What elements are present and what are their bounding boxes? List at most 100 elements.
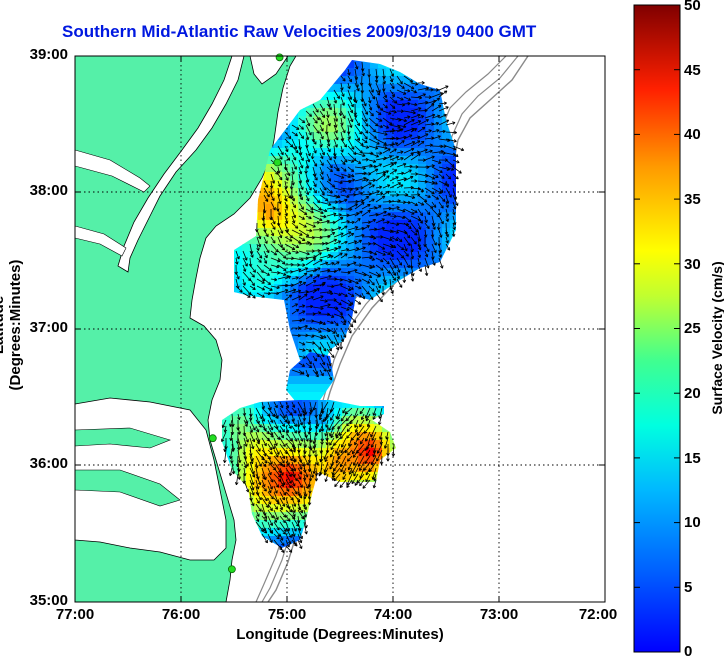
velocity-cell <box>410 188 419 197</box>
velocity-cell <box>306 124 315 133</box>
velocity-cell <box>346 68 355 77</box>
velocity-cell <box>418 172 427 181</box>
velocity-cell <box>314 108 323 117</box>
velocity-arrow <box>279 545 285 554</box>
velocity-arrow <box>255 437 260 445</box>
velocity-cell <box>298 220 307 229</box>
velocity-arrow <box>347 461 353 471</box>
velocity-cell <box>386 148 395 157</box>
velocity-arrow <box>347 75 352 83</box>
velocity-arrow <box>376 449 383 462</box>
velocity-arrow <box>410 89 418 94</box>
velocity-cell <box>378 116 387 125</box>
velocity-arrow <box>333 246 342 252</box>
velocity-cell <box>266 164 275 173</box>
velocity-arrow <box>375 210 387 217</box>
velocity-cell <box>346 316 355 325</box>
velocity-cell <box>282 276 291 285</box>
velocity-cell <box>326 400 335 409</box>
velocity-cell <box>354 204 363 213</box>
velocity-cell <box>266 204 275 213</box>
velocity-cell <box>346 268 355 277</box>
velocity-cell <box>394 140 403 149</box>
colorbar-tick-label: 15 <box>684 450 701 467</box>
velocity-arrow <box>305 280 317 287</box>
velocity-arrow <box>417 187 425 192</box>
velocity-arrow <box>291 443 296 453</box>
velocity-arrow <box>417 126 426 133</box>
velocity-cell <box>322 172 331 181</box>
velocity-arrow <box>249 437 255 450</box>
velocity-arrow <box>417 222 422 230</box>
velocity-cell <box>370 108 379 117</box>
colorbar-tick-label: 45 <box>684 62 701 79</box>
velocity-arrow <box>359 449 365 457</box>
velocity-cell <box>282 132 291 141</box>
velocity-arrow <box>298 145 303 156</box>
velocity-cell <box>246 480 255 489</box>
velocity-cell <box>386 164 395 173</box>
velocity-cell <box>386 92 395 101</box>
velocity-cell <box>418 212 427 221</box>
velocity-arrow <box>277 194 282 205</box>
velocity-cell <box>330 292 339 301</box>
velocity-cell <box>282 212 291 221</box>
velocity-cell <box>298 188 307 197</box>
velocity-cell <box>314 252 323 261</box>
velocity-arrow <box>326 145 331 153</box>
velocity-arrow <box>312 248 321 253</box>
velocity-arrow <box>436 222 441 231</box>
delaware-bay <box>249 56 289 85</box>
velocity-arrow <box>249 485 255 496</box>
velocity-arrow <box>273 443 280 455</box>
velocity-arrow <box>249 285 256 290</box>
velocity-arrow <box>382 236 393 242</box>
velocity-arrow <box>270 285 280 290</box>
velocity-arrow <box>410 140 421 147</box>
velocity-arrow <box>302 473 307 481</box>
velocity-arrow <box>403 169 412 175</box>
velocity-arrow <box>305 304 314 309</box>
velocity-arrow <box>333 180 343 185</box>
velocity-cell <box>434 188 443 197</box>
velocity-cell <box>274 148 283 157</box>
velocity-cell <box>362 228 371 237</box>
velocity-arrow <box>267 497 272 505</box>
velocity-arrow <box>340 225 348 231</box>
velocity-arrow <box>438 101 447 106</box>
velocity-cell <box>394 108 403 117</box>
velocity-arrow <box>279 425 285 433</box>
velocity-arrow <box>382 220 390 225</box>
velocity-cell <box>322 108 331 117</box>
velocity-cell <box>302 376 311 385</box>
velocity-cell <box>402 164 411 173</box>
velocity-arrow <box>333 268 342 273</box>
velocity-arrow <box>353 110 358 119</box>
velocity-arrow <box>263 229 269 238</box>
velocity-cell <box>278 416 287 425</box>
velocity-arrow <box>249 467 256 478</box>
velocity-arrow <box>270 257 281 263</box>
velocity-cell <box>330 308 339 317</box>
velocity-arrow <box>361 204 371 210</box>
velocity-arrow <box>312 103 319 113</box>
velocity-cell <box>358 456 367 465</box>
velocity-arrow <box>235 285 243 293</box>
velocity-cell <box>426 244 435 253</box>
velocity-arrow <box>382 264 391 274</box>
velocity-cell <box>322 100 331 109</box>
velocity-arrow <box>284 152 291 161</box>
velocity-cell <box>370 188 379 197</box>
velocity-cell <box>394 156 403 165</box>
velocity-cell <box>254 464 263 473</box>
velocity-arrow <box>298 194 304 201</box>
velocity-arrow <box>368 184 375 189</box>
velocity-arrow <box>291 497 297 507</box>
velocity-arrow <box>312 443 317 454</box>
velocity-arrow <box>285 503 293 513</box>
velocity-cell <box>334 400 343 409</box>
velocity-arrow <box>445 121 456 126</box>
velocity-cell <box>322 316 331 325</box>
velocity-arrow <box>445 138 457 143</box>
velocity-cell <box>350 456 359 465</box>
